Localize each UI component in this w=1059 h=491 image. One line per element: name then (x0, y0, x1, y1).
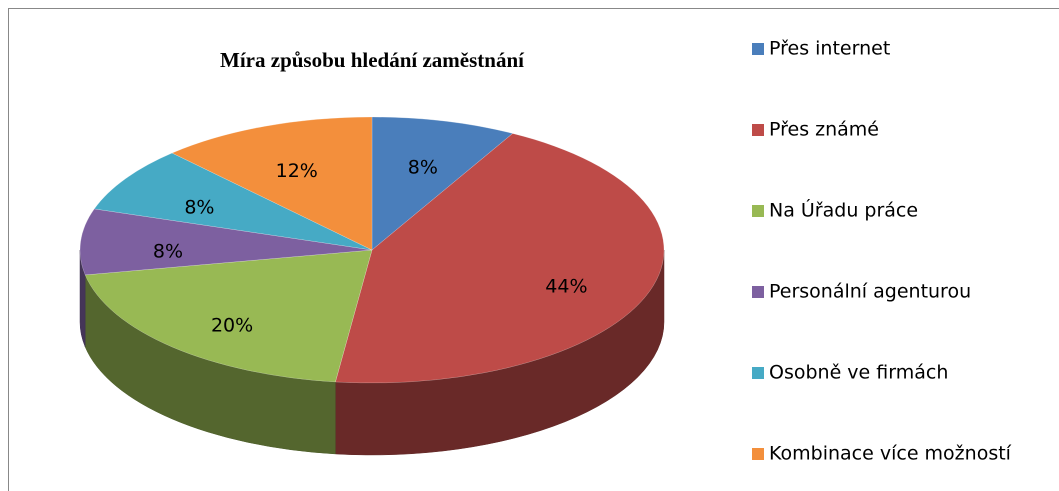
legend-swatch (752, 367, 764, 379)
legend-swatch (752, 43, 764, 55)
legend-label: Personální agenturou (769, 281, 971, 303)
pie-slice (93, 152, 373, 251)
legend-swatch (752, 448, 764, 460)
data-label: 20% (211, 314, 253, 336)
pie-slice (171, 116, 373, 251)
legend-swatch (752, 286, 764, 298)
legend-swatch (752, 205, 764, 217)
data-label: 8% (184, 197, 214, 219)
legend-label: Osobně ve firmách (769, 362, 948, 384)
data-label: 12% (276, 160, 318, 182)
pie-slice (84, 249, 373, 383)
data-label: 8% (153, 241, 183, 263)
chart-title: Míra způsobu hledání zaměstnání (220, 48, 525, 72)
legend-swatch (752, 124, 764, 136)
data-label: 8% (408, 156, 438, 178)
pie-slice (371, 116, 514, 251)
legend-label: Přes internet (769, 38, 890, 60)
pie-slice (79, 208, 373, 276)
pie-slice (335, 133, 665, 384)
legend-label: Přes známé (769, 119, 879, 141)
legend-label: Kombinace více možností (769, 443, 1012, 465)
legend-label: Na Úřadu práce (769, 198, 918, 222)
data-label: 44% (545, 275, 587, 297)
